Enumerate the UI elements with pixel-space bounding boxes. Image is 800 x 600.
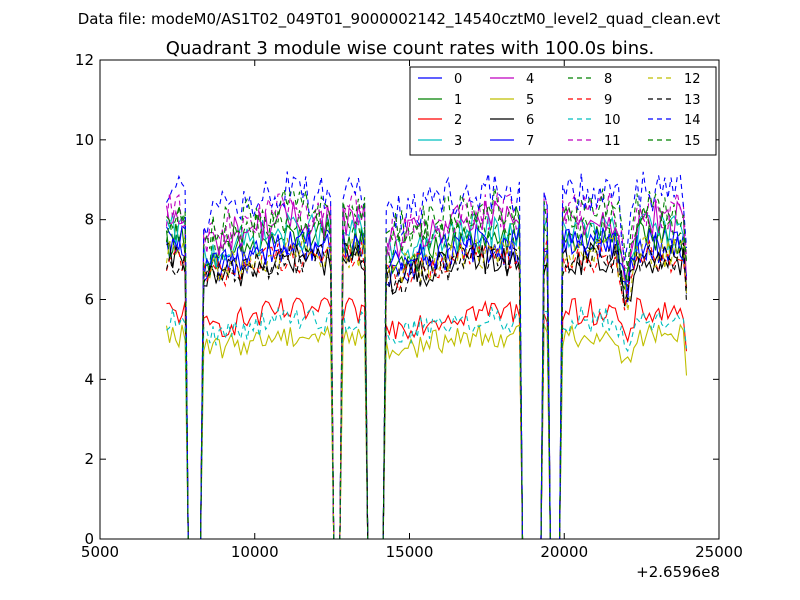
legend-label-15: 15 — [684, 134, 701, 149]
legend-label-10: 10 — [604, 113, 621, 128]
legend-label-2: 2 — [454, 113, 462, 128]
series-line-1 — [165, 220, 688, 539]
chart-suptitle: Data file: modeM0/AS1T02_049T01_90000021… — [78, 10, 721, 29]
legend-label-6: 6 — [526, 113, 534, 128]
legend-label-1: 1 — [454, 93, 462, 108]
series-line-4 — [165, 200, 688, 539]
legend-label-7: 7 — [526, 134, 534, 149]
y-tick-label: 6 — [84, 291, 94, 309]
legend-label-5: 5 — [526, 93, 534, 108]
legend-label-11: 11 — [604, 134, 621, 149]
series-line-7 — [166, 224, 688, 539]
series-line-12 — [165, 233, 688, 539]
x-offset-label: +2.6596e8 — [636, 563, 720, 581]
y-tick-label: 0 — [84, 530, 94, 548]
legend-label-0: 0 — [454, 72, 462, 87]
y-tick-label: 12 — [75, 51, 94, 69]
legend-label-14: 14 — [684, 113, 701, 128]
legend-label-12: 12 — [684, 72, 701, 87]
legend-label-4: 4 — [526, 72, 534, 87]
chart-title: Quadrant 3 module wise count rates with … — [166, 38, 655, 59]
plot-lines — [165, 171, 688, 539]
legend-label-9: 9 — [604, 93, 612, 108]
series-line-2 — [166, 297, 688, 539]
x-tick-label: 5000 — [81, 543, 119, 561]
y-tick-label: 10 — [75, 131, 94, 149]
series-line-6 — [166, 241, 688, 539]
series-line-10 — [166, 306, 688, 539]
x-tick-label: 25000 — [695, 543, 743, 561]
legend-label-3: 3 — [454, 134, 462, 149]
series-line-15 — [166, 187, 688, 539]
series-line-14 — [166, 171, 688, 539]
x-tick-label: 15000 — [386, 543, 434, 561]
series-line-5 — [165, 323, 688, 539]
legend-frame — [409, 66, 717, 156]
y-tick-label: 8 — [84, 211, 94, 229]
series-line-9 — [165, 239, 688, 539]
series-line-0 — [165, 228, 688, 539]
x-tick-label: 10000 — [231, 543, 279, 561]
legend-label-13: 13 — [684, 93, 701, 108]
y-tick-label: 2 — [84, 450, 94, 468]
y-tick-label: 4 — [84, 370, 94, 388]
x-tick-label: 20000 — [540, 543, 588, 561]
legend-label-8: 8 — [604, 72, 612, 87]
